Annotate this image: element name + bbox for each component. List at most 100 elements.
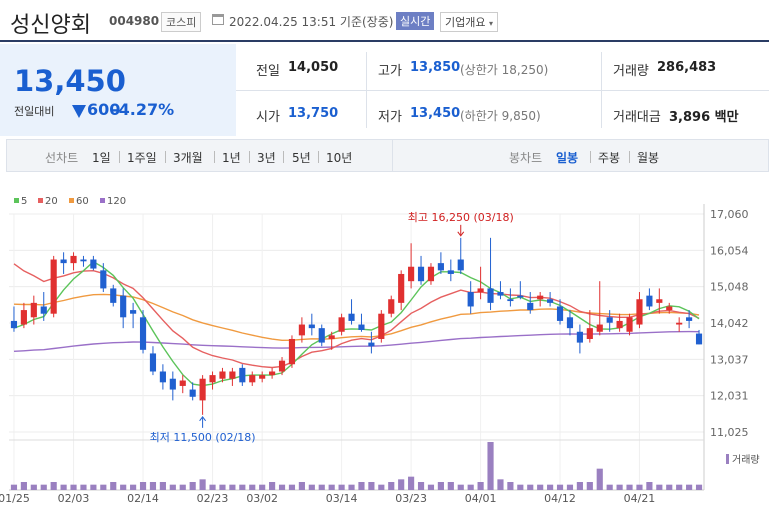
volume-bar bbox=[239, 484, 246, 490]
candle-body bbox=[110, 288, 117, 303]
x-tick-label: 04/21 bbox=[624, 492, 656, 505]
period-1w[interactable]: 1주일 bbox=[127, 151, 157, 165]
divider bbox=[590, 151, 591, 163]
candle-body bbox=[149, 353, 157, 372]
candle-body bbox=[239, 367, 246, 383]
y-tick-label: 12,031 bbox=[710, 390, 749, 403]
candle-body bbox=[70, 255, 77, 264]
candle-body bbox=[338, 317, 345, 332]
y-tick-label: 11,025 bbox=[710, 426, 749, 439]
prev-close-label: 전일 bbox=[256, 64, 280, 79]
candle-body bbox=[497, 292, 504, 296]
candle-body bbox=[348, 313, 355, 321]
volume-bar bbox=[40, 484, 47, 490]
x-tick-label: 04/12 bbox=[544, 492, 576, 505]
candle-body bbox=[259, 375, 266, 379]
volume-bar bbox=[586, 482, 593, 490]
candle-body bbox=[447, 270, 454, 274]
volume-bar bbox=[388, 482, 395, 490]
divider bbox=[214, 151, 215, 163]
volume-bar bbox=[398, 479, 405, 490]
candle-body bbox=[179, 380, 186, 386]
candle-body bbox=[388, 299, 395, 314]
candle-body bbox=[695, 333, 703, 345]
amount-label: 거래대금 bbox=[613, 110, 661, 125]
volume-bar bbox=[100, 484, 107, 490]
candle-body bbox=[408, 266, 415, 282]
candle-body bbox=[467, 292, 474, 307]
candle-body bbox=[219, 371, 226, 379]
legend-label-ma120: 120 bbox=[107, 196, 126, 207]
divider bbox=[629, 151, 630, 163]
candle-body bbox=[368, 342, 375, 347]
candle-body bbox=[646, 295, 653, 307]
volume-bar bbox=[348, 484, 355, 490]
legend-swatch-ma120 bbox=[100, 198, 105, 203]
candle-body bbox=[606, 317, 613, 323]
candle-body bbox=[517, 295, 524, 298]
legend-swatch-ma60 bbox=[69, 198, 74, 203]
company-info-button[interactable]: 기업개요 ▾ bbox=[440, 12, 498, 32]
candle-body bbox=[120, 295, 127, 318]
candle-body bbox=[566, 317, 574, 329]
candlestick-chart: 5 20 60 120 17,060 16,054 15,048 14,042 13,037 12… bbox=[0, 196, 760, 505]
candle-body bbox=[527, 302, 534, 311]
stock-header: 성신양회 004980 코스피 2022.04.25 13:51 기준(장중) … bbox=[0, 0, 769, 42]
volume-bar bbox=[259, 484, 266, 490]
candle-body bbox=[576, 331, 583, 343]
period-10y[interactable]: 10년 bbox=[326, 151, 353, 165]
volume-bar bbox=[378, 484, 385, 490]
period-3m[interactable]: 3개월 bbox=[173, 151, 203, 165]
volume-bar bbox=[159, 482, 166, 490]
volume-bar bbox=[636, 484, 643, 490]
amount-value: 3,896 백만 bbox=[669, 110, 739, 125]
volume-bar bbox=[249, 484, 256, 490]
candle-body bbox=[318, 328, 325, 343]
candle-body bbox=[269, 371, 276, 376]
volume-bar bbox=[120, 484, 127, 490]
volume-bar bbox=[60, 484, 67, 490]
high-annotation: 최고 16,250 (03/18) bbox=[408, 211, 514, 224]
volume-bar bbox=[427, 484, 435, 490]
candle-body bbox=[139, 317, 147, 350]
candle-body bbox=[288, 338, 296, 365]
period-1y[interactable]: 1년 bbox=[222, 151, 241, 165]
x-tick-label: 03/14 bbox=[326, 492, 358, 505]
legend-swatch-ma20 bbox=[38, 198, 43, 203]
volume-bar bbox=[606, 484, 613, 490]
candle-body bbox=[556, 306, 564, 321]
candle-body bbox=[616, 320, 623, 329]
candle-body bbox=[130, 310, 137, 314]
candle-body bbox=[676, 322, 683, 325]
divider bbox=[601, 52, 602, 128]
legend-label-ma60: 60 bbox=[76, 196, 89, 207]
period-5y[interactable]: 5년 bbox=[292, 151, 311, 165]
volume-bar bbox=[229, 484, 236, 490]
period-3y[interactable]: 3년 bbox=[257, 151, 276, 165]
volume-bar bbox=[358, 482, 365, 490]
period-1d[interactable]: 1일 bbox=[92, 151, 111, 165]
ma5-line bbox=[13, 260, 700, 387]
y-tick-label: 17,060 bbox=[710, 208, 749, 221]
volume-bar bbox=[90, 484, 97, 490]
volume-bar bbox=[130, 484, 137, 490]
volume-bar bbox=[278, 484, 286, 490]
candle-monthly[interactable]: 월봉 bbox=[637, 151, 660, 165]
volume-bar bbox=[189, 482, 196, 490]
ma20-line bbox=[13, 263, 700, 369]
candle-body bbox=[656, 299, 663, 303]
volume-bar bbox=[328, 484, 335, 490]
candle-weekly[interactable]: 주봉 bbox=[598, 151, 621, 165]
upper-limit: (상한가 18,250) bbox=[460, 63, 549, 77]
down-arrow-icon bbox=[72, 105, 86, 118]
volume-bar bbox=[695, 484, 703, 490]
candle-body bbox=[547, 299, 554, 303]
volume-bar bbox=[457, 484, 464, 490]
volume-bar bbox=[269, 482, 276, 490]
calendar-icon bbox=[212, 14, 224, 25]
realtime-button[interactable]: 실시간 bbox=[396, 12, 435, 30]
x-tick-label: 03/02 bbox=[246, 492, 278, 505]
chevron-down-icon: ▾ bbox=[488, 19, 493, 28]
candle-daily[interactable]: 일봉 bbox=[556, 151, 579, 165]
volume-bar bbox=[467, 484, 474, 490]
